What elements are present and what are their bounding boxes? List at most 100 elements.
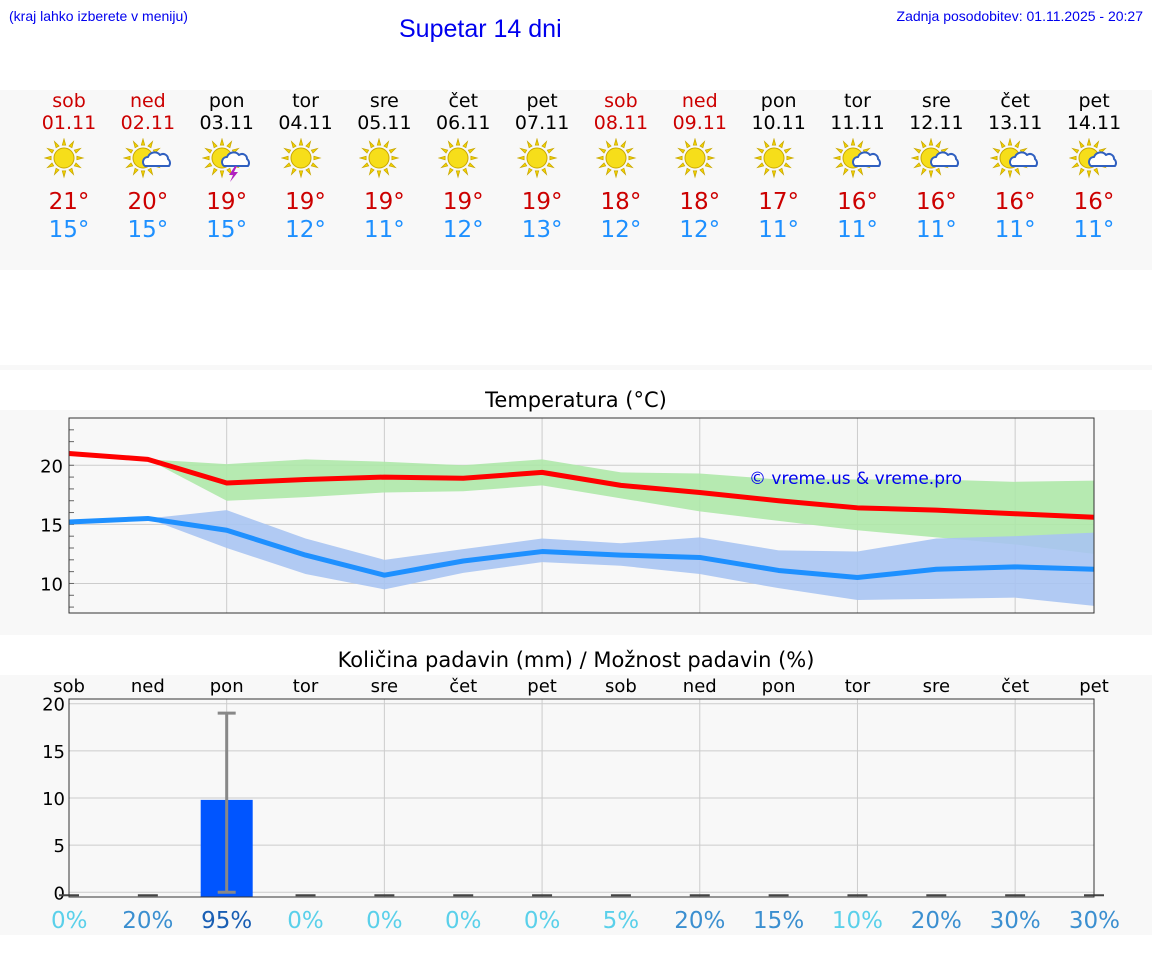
sun-ray [777,140,784,149]
sun-ray [389,162,398,169]
day-label: čet [1001,676,1029,697]
sun-ray [1007,138,1013,146]
sun-ray [684,167,691,176]
sun-ray [1093,140,1100,149]
day-label: ned [131,676,165,697]
sun-cloud-icon [990,138,1039,179]
precip-probability: 30% [1069,908,1120,934]
max-temp: 19° [364,189,405,215]
day-column: čet 13.11 16° 11° [976,90,1054,244]
sun-icon [674,138,716,179]
sun-ray [68,167,75,176]
sun-ray [834,147,843,154]
min-temp: 15° [127,217,169,243]
day-name: pon [208,90,245,112]
day-label: sre [923,676,950,697]
sun-ray [282,162,291,169]
sun-ray [304,167,311,176]
max-temp: 20° [127,189,169,215]
sun-ray [526,140,533,149]
sun-ray [310,147,319,154]
sun-ray [1014,140,1021,149]
day-column: ned 02.11 20° 15° [109,90,187,244]
cloud-shape [1088,151,1118,167]
sun-ray [519,147,528,154]
day-label: tor [293,676,319,697]
sun-ray [122,155,131,161]
lightning-bolt [228,166,238,182]
sun-ray [440,162,449,169]
plot-frame [68,417,1095,614]
sun-ray [377,138,382,146]
day-column: pet 14.11 16° 11° [1055,90,1133,244]
sun-ray [313,155,322,161]
sun-ray [786,155,795,161]
precip-probability: 0% [287,908,324,934]
day-name: čet [448,90,479,112]
sun-ray [935,140,942,149]
min-temp: 12° [442,217,484,243]
day-column: sre 05.11 19° 11° [345,90,423,244]
sun-ray [763,140,770,149]
y-tick-label: 0 [54,883,65,904]
sun-ray [383,167,390,176]
max-temp: 18° [679,189,721,215]
max-temp: 19° [442,189,484,215]
sun-ray [389,147,398,154]
min-temp: 11° [837,217,878,243]
sun-ray [470,155,479,161]
day-name: čet [1000,90,1030,112]
sun-ray [467,162,477,169]
sun-ray [1007,170,1013,179]
sun-ray [541,140,548,149]
sun-ray [620,167,627,176]
plot-frame [68,698,1095,898]
sun-ray [298,138,303,146]
y-tick-label: 15 [40,515,63,536]
sun-ray [447,140,454,149]
day-name: pet [526,90,558,112]
day-date: 13.11 [987,112,1043,134]
sun-ray [383,140,390,149]
precip-probability: 30% [990,908,1041,934]
sun-ray [692,138,698,146]
day-name: pet [1078,90,1110,112]
sun-ray [46,162,55,169]
sun-ray [783,147,792,154]
day-name: tor [844,90,871,112]
sun-ray [526,167,533,176]
sun-cloud-icon [1069,138,1118,179]
sun-ray [68,140,75,149]
day-date: 09.11 [672,112,727,134]
day-date: 07.11 [514,112,570,134]
sun-ray [755,162,764,169]
sun-ray [456,170,461,179]
precip-probability: 5% [603,908,640,934]
day-date: 12.11 [909,112,964,134]
sun-icon [595,138,637,179]
sun-ray [517,155,525,161]
sun-ray [391,155,400,161]
max-temp: 16° [1073,189,1115,215]
sun-ray [1078,167,1085,176]
day-date: 10.11 [751,112,806,134]
min-temp: 15° [206,217,248,243]
sun-ray [771,138,776,146]
temperature-chart: 10 15 20 © vreme.us & vreme.pro [40,417,1095,614]
sun-disc [290,147,312,169]
max-temp: 17° [758,189,800,215]
sun-ray [440,147,449,154]
sun-ray [462,167,469,176]
sun-ray [674,155,683,161]
sun-ray [704,147,713,154]
sun-ray [677,162,686,169]
sun-ray [677,147,686,154]
min-temp: 11° [364,217,405,243]
sun-ray [850,170,855,179]
sun-cloud-icon [832,138,881,179]
min-temp: 11° [915,217,957,243]
day-name: sob [604,90,638,112]
sun-ray [226,140,232,149]
y-tick-label: 5 [54,836,65,857]
sun-ray [1014,167,1021,176]
